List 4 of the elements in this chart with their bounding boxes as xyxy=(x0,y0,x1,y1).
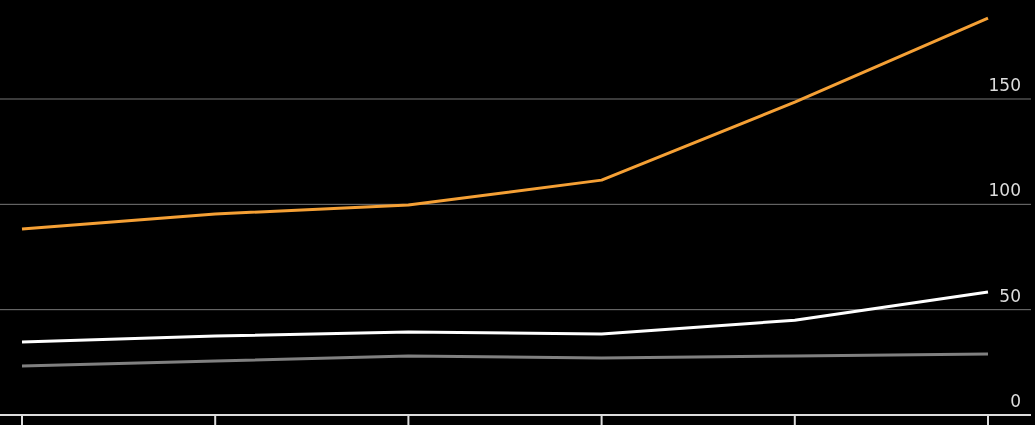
y-tick-label: 150 xyxy=(988,75,1021,96)
y-tick-label: 100 xyxy=(988,180,1021,201)
y-tick-label: 50 xyxy=(999,285,1021,306)
y-tick-label: 0 xyxy=(1010,391,1021,411)
